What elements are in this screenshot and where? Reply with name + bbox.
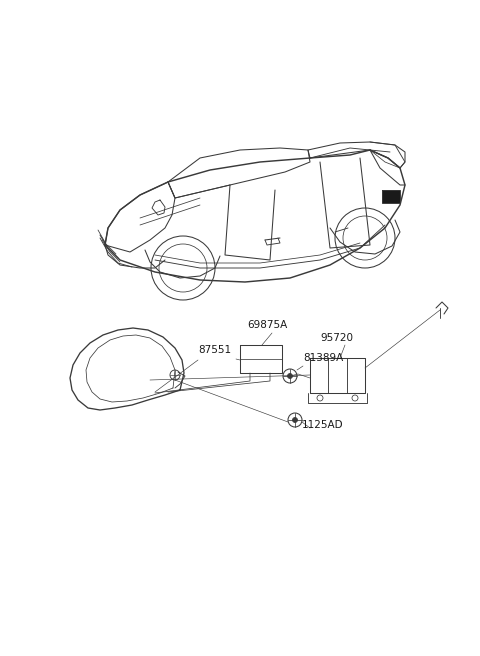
Text: 81389A: 81389A: [303, 353, 343, 363]
Circle shape: [292, 417, 298, 422]
Text: 1125AD: 1125AD: [302, 420, 344, 430]
Text: 87551: 87551: [198, 345, 231, 355]
Text: 95720: 95720: [320, 333, 353, 343]
Bar: [382, 190, 400, 203]
Bar: [382, 190, 400, 203]
Circle shape: [288, 373, 292, 379]
Text: 69875A: 69875A: [247, 320, 287, 330]
